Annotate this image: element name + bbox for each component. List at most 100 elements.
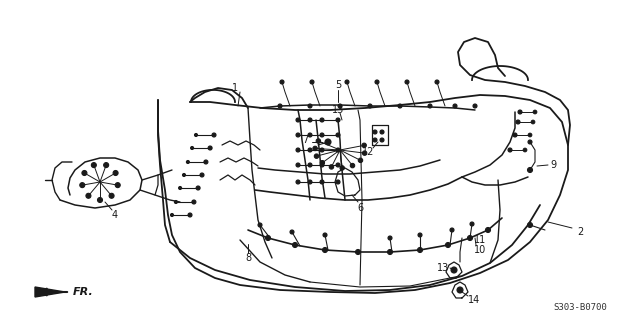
Circle shape bbox=[314, 154, 319, 158]
Circle shape bbox=[308, 104, 312, 108]
Circle shape bbox=[524, 148, 527, 152]
Text: 2: 2 bbox=[577, 227, 583, 237]
Circle shape bbox=[375, 80, 379, 84]
Circle shape bbox=[192, 200, 196, 204]
Text: 10: 10 bbox=[474, 245, 486, 255]
Text: 7: 7 bbox=[302, 135, 308, 145]
Circle shape bbox=[398, 104, 402, 108]
Circle shape bbox=[320, 180, 324, 184]
Circle shape bbox=[380, 138, 384, 142]
Circle shape bbox=[387, 250, 392, 254]
Circle shape bbox=[528, 140, 532, 144]
Circle shape bbox=[451, 267, 457, 273]
Circle shape bbox=[186, 161, 189, 164]
Circle shape bbox=[296, 163, 300, 167]
Circle shape bbox=[405, 80, 409, 84]
Circle shape bbox=[362, 143, 366, 148]
Circle shape bbox=[266, 236, 271, 241]
Circle shape bbox=[308, 118, 312, 122]
Circle shape bbox=[296, 148, 300, 152]
Circle shape bbox=[82, 171, 87, 175]
Text: 12: 12 bbox=[362, 147, 374, 157]
Text: 5: 5 bbox=[335, 80, 341, 90]
Circle shape bbox=[467, 236, 472, 241]
Circle shape bbox=[450, 228, 454, 232]
Circle shape bbox=[508, 148, 512, 152]
Circle shape bbox=[518, 110, 522, 114]
Circle shape bbox=[362, 151, 367, 155]
Circle shape bbox=[355, 250, 360, 254]
Circle shape bbox=[345, 80, 349, 84]
Circle shape bbox=[292, 243, 298, 247]
Circle shape bbox=[170, 213, 173, 217]
Circle shape bbox=[453, 104, 457, 108]
Circle shape bbox=[200, 173, 204, 177]
Circle shape bbox=[516, 120, 520, 124]
Circle shape bbox=[195, 133, 198, 137]
Circle shape bbox=[323, 247, 328, 252]
Circle shape bbox=[182, 173, 186, 177]
Circle shape bbox=[296, 180, 300, 184]
Circle shape bbox=[310, 80, 314, 84]
Circle shape bbox=[308, 180, 312, 184]
Circle shape bbox=[316, 139, 321, 143]
Circle shape bbox=[280, 80, 284, 84]
Circle shape bbox=[336, 133, 340, 137]
Circle shape bbox=[204, 160, 208, 164]
Circle shape bbox=[418, 233, 422, 237]
Circle shape bbox=[188, 213, 192, 217]
Circle shape bbox=[313, 146, 317, 151]
Circle shape bbox=[113, 171, 118, 175]
Circle shape bbox=[388, 236, 392, 240]
Circle shape bbox=[258, 223, 262, 227]
Circle shape bbox=[109, 193, 114, 198]
Text: 4: 4 bbox=[112, 210, 118, 220]
Text: 13: 13 bbox=[437, 263, 449, 273]
Circle shape bbox=[325, 139, 331, 145]
Circle shape bbox=[175, 201, 177, 204]
Text: 13: 13 bbox=[332, 105, 344, 115]
Circle shape bbox=[368, 104, 372, 108]
Circle shape bbox=[358, 158, 363, 163]
Circle shape bbox=[513, 133, 517, 137]
Text: S303-B0700: S303-B0700 bbox=[553, 303, 607, 313]
Circle shape bbox=[435, 80, 439, 84]
Circle shape bbox=[320, 118, 324, 122]
Circle shape bbox=[323, 233, 327, 237]
Text: 11: 11 bbox=[474, 235, 486, 245]
Circle shape bbox=[115, 183, 120, 188]
Circle shape bbox=[373, 130, 377, 134]
Text: 1: 1 bbox=[232, 83, 238, 93]
Circle shape bbox=[278, 104, 282, 108]
Circle shape bbox=[336, 180, 340, 184]
Circle shape bbox=[338, 104, 342, 108]
Circle shape bbox=[92, 163, 97, 168]
Circle shape bbox=[373, 138, 377, 142]
Circle shape bbox=[527, 167, 532, 172]
Circle shape bbox=[457, 287, 463, 293]
Circle shape bbox=[533, 110, 537, 114]
Circle shape bbox=[336, 118, 340, 122]
Circle shape bbox=[428, 104, 432, 108]
Circle shape bbox=[296, 118, 300, 122]
Circle shape bbox=[473, 104, 477, 108]
Text: FR.: FR. bbox=[73, 287, 93, 297]
Circle shape bbox=[308, 148, 312, 152]
Circle shape bbox=[336, 163, 340, 167]
Circle shape bbox=[470, 222, 474, 226]
Circle shape bbox=[527, 222, 532, 228]
Circle shape bbox=[320, 161, 324, 165]
Circle shape bbox=[528, 133, 532, 137]
Circle shape bbox=[80, 183, 84, 188]
Circle shape bbox=[320, 133, 324, 137]
Text: 8: 8 bbox=[245, 253, 251, 263]
Circle shape bbox=[320, 148, 324, 152]
Text: 14: 14 bbox=[468, 295, 480, 305]
Circle shape bbox=[445, 243, 451, 247]
Circle shape bbox=[531, 120, 535, 124]
Circle shape bbox=[196, 186, 200, 190]
Circle shape bbox=[380, 130, 384, 134]
Circle shape bbox=[417, 247, 422, 252]
Circle shape bbox=[336, 148, 340, 152]
Circle shape bbox=[308, 163, 312, 167]
